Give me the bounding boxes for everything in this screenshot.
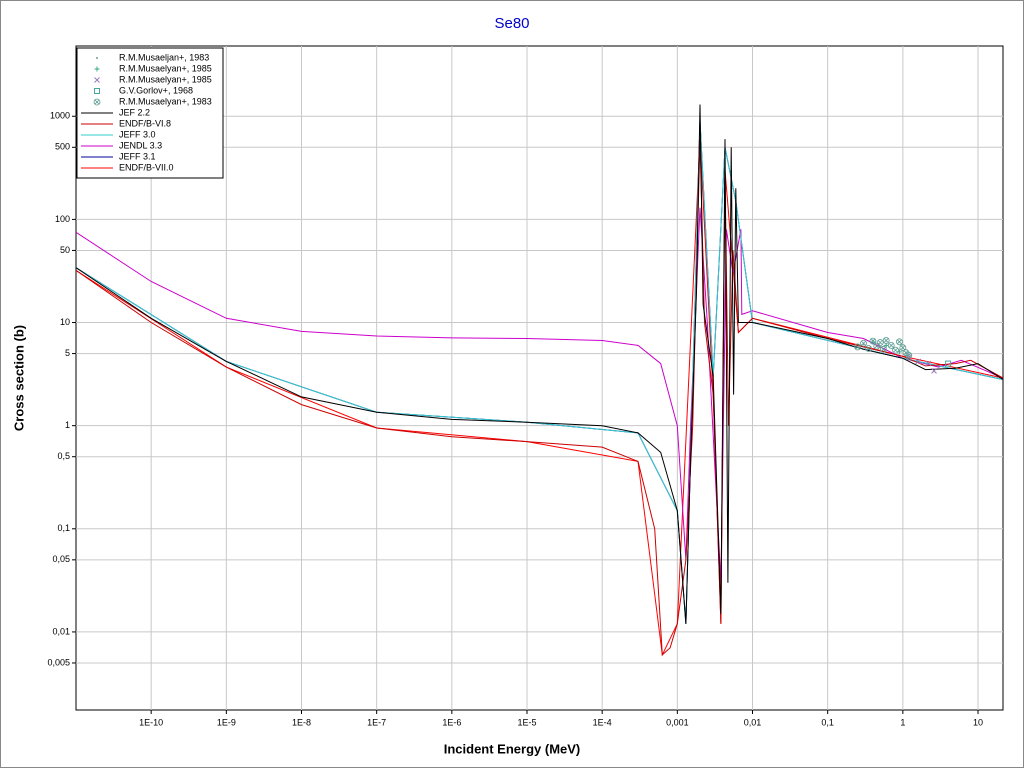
- point: [905, 352, 913, 359]
- plot-area: [75, 45, 1004, 711]
- x-tick-label: 0,1: [821, 717, 834, 727]
- point: [931, 367, 937, 374]
- y-tick-label: 500: [55, 142, 70, 152]
- x-tick-label: 1E-4: [593, 717, 612, 727]
- point: [899, 344, 907, 352]
- legend-label: R.M.Musaeljan+, 1983: [119, 52, 209, 62]
- x-tick-label: 0,001: [666, 717, 689, 727]
- legend-marker: [94, 77, 100, 83]
- point: [915, 358, 922, 365]
- point: [887, 342, 895, 349]
- point: [896, 338, 903, 346]
- point: [865, 345, 872, 352]
- data-line: [76, 120, 1003, 624]
- y-tick-label: 0,01: [52, 626, 70, 636]
- y-tick-label: 5: [65, 348, 70, 358]
- legend-marker: [94, 88, 100, 94]
- legend-marker: [93, 98, 101, 106]
- x-tick-label: 0,01: [744, 717, 762, 727]
- legend-label: JEF 2.2: [119, 107, 150, 117]
- point: [892, 346, 899, 354]
- legend-label: JEFF 3.1: [119, 151, 156, 161]
- y-tick-label: 50: [60, 245, 70, 255]
- y-tick-label: 100: [55, 214, 70, 224]
- point: [925, 360, 932, 367]
- legend-label: R.M.Musaelyan+, 1985: [119, 63, 212, 73]
- y-tick-label: 0,005: [47, 657, 70, 667]
- x-tick-label: 1E-8: [292, 717, 311, 727]
- point: [870, 339, 876, 345]
- legend-label: JENDL 3.3: [119, 140, 162, 150]
- point: [882, 337, 890, 344]
- x-tick-label: 10: [973, 717, 983, 727]
- point: [879, 345, 887, 353]
- legend-marker: [94, 66, 100, 72]
- point: [854, 343, 861, 351]
- data-line: [76, 207, 1003, 583]
- y-axis-label: Cross section (b): [11, 325, 26, 431]
- point: [869, 337, 877, 345]
- y-tick-label: 1000: [50, 111, 70, 121]
- legend-label: ENDF/B-VII.0: [119, 162, 174, 172]
- point: [945, 360, 952, 367]
- x-axis-label: Incident Energy (MeV): [444, 741, 581, 756]
- y-tick-label: 1: [65, 420, 70, 430]
- x-tick-label: 1: [900, 717, 905, 727]
- legend-label: G.V.Gorlov+, 1968: [119, 85, 193, 95]
- y-tick-label: 0,1: [57, 523, 70, 533]
- point: [860, 339, 867, 347]
- legend-label: JEFF 3.0: [119, 129, 156, 139]
- x-tick-label: 1E-7: [367, 717, 386, 727]
- y-tick-label: 0,5: [57, 451, 70, 461]
- x-tick-label: 1E-9: [217, 717, 236, 727]
- x-tick-label: 1E-5: [517, 717, 536, 727]
- y-tick-label: 10: [60, 317, 70, 327]
- chart-title: Se80: [494, 15, 529, 32]
- point: [876, 339, 884, 346]
- y-tick-label: 0,05: [52, 554, 70, 564]
- legend-marker: [96, 57, 98, 59]
- x-tick-label: 1E-6: [442, 717, 461, 727]
- legend-label: R.M.Musaelyan+, 1985: [119, 74, 212, 84]
- legend-label: R.M.Musaelyan+, 1983: [119, 96, 212, 106]
- x-tick-label: 1E-10: [139, 717, 163, 727]
- legend-label: ENDF/B-VI.8: [119, 118, 171, 128]
